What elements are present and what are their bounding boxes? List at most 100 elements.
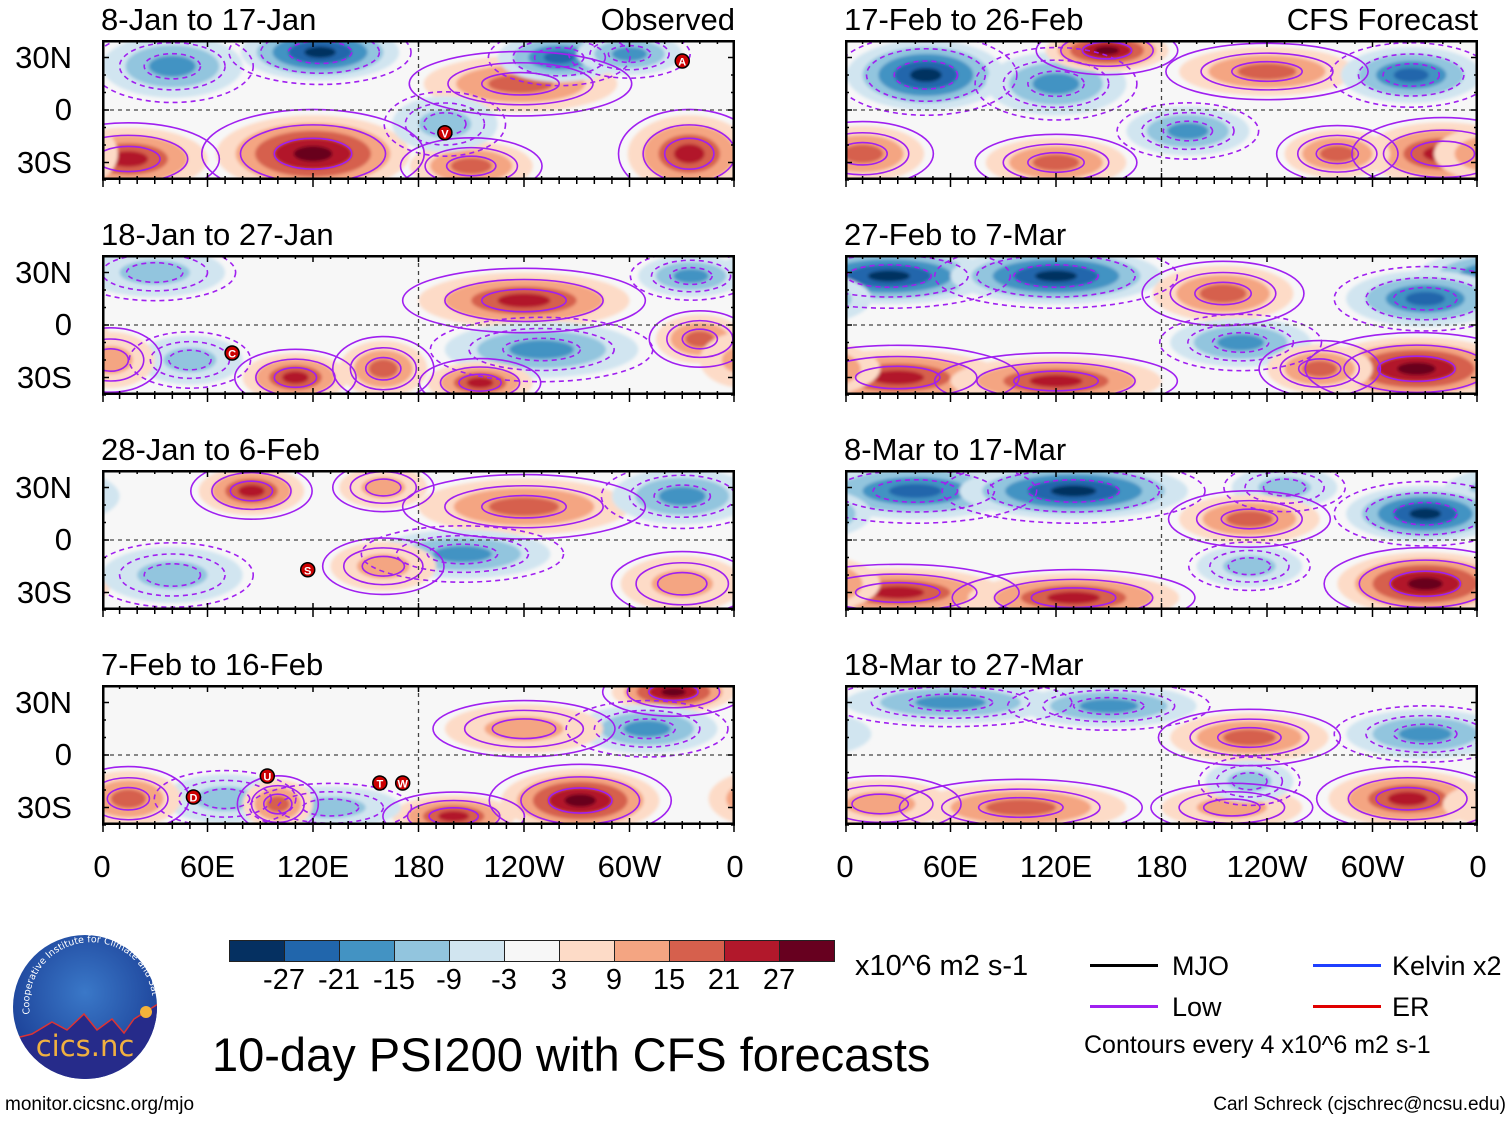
low-frequency-contour [1116,102,1260,160]
low-frequency-contour [331,335,435,395]
low-frequency-contour [568,40,691,79]
anomaly-contour-fill [1409,508,1442,520]
map-panel: C [102,255,735,403]
low-frequency-contour [865,47,987,103]
low-frequency-contour [656,571,708,596]
colorbar-tick-label: -3 [491,964,517,996]
panel-title: 18-Mar to 27-Mar [844,647,1084,682]
colorbar-tick-label: -27 [263,964,305,996]
anomaly-contour-fill [1319,145,1355,162]
longitude-label: 180 [392,849,445,884]
latitude-label: 30S [16,789,72,825]
colorbar-tick-label: 9 [605,964,623,996]
panel-title: 8-Jan to 17-Jan [101,2,317,37]
anomaly-contour-fill [673,269,709,283]
low-frequency-contour [432,699,616,758]
latitude-label: 30S [16,144,72,180]
anomaly-contour-fill [1397,362,1436,376]
low-frequency-contour [1209,549,1290,583]
low-frequency-contour [1227,557,1272,576]
anomaly-contour-fill [871,370,925,385]
low-frequency-contour [907,693,994,712]
low-frequency-contour [1323,546,1478,610]
anomaly-contour-fill [108,151,149,167]
map-panel [845,255,1478,403]
anomaly-contour-fill [673,144,705,164]
legend-label-low: Low [1172,992,1222,1022]
low-frequency-contour [418,357,542,395]
anomaly-contour-fill [1258,477,1311,498]
low-frequency-contour [1329,42,1478,108]
low-frequency-contour [987,470,1161,513]
low-frequency-contour [239,124,387,180]
anomaly-contour-fill [368,359,398,379]
low-frequency-contour [893,60,959,90]
latitude-label: 0 [54,737,72,772]
low-frequency-contour [845,255,969,298]
low-frequency-contour [845,40,1018,117]
legend-label-mjo: MJO [1172,951,1229,981]
storm-marker-icon: S [299,562,316,578]
anomaly-contour-fill [867,270,911,282]
low-frequency-contour [1035,40,1179,76]
low-frequency-contour [102,121,221,180]
storm-letter: U [263,772,271,784]
anomaly-contour-fill [1029,374,1083,388]
low-frequency-contour [102,40,254,104]
low-frequency-contour [406,799,501,825]
map-panel [845,470,1478,618]
low-frequency-contour [974,46,1138,121]
low-frequency-contour [401,267,647,334]
anomaly-contour-fill [985,799,1056,816]
low-frequency-contour [273,137,353,170]
anomaly-contour-fill [304,46,336,58]
low-frequency-contour [1162,120,1214,142]
panel-title: 8-Mar to 17-Mar [844,432,1067,467]
low-frequency-contour [1220,508,1279,530]
low-frequency-contour [1351,116,1478,180]
anomaly-contour-fill [845,492,872,535]
panel-title: 18-Jan to 27-Jan [101,217,334,252]
low-frequency-contour [1365,276,1478,321]
low-frequency-contour [118,41,226,91]
map-frame [102,40,735,180]
low-frequency-contour [1200,52,1334,91]
low-frequency-contour [102,348,130,372]
anomaly-contour-fill [102,127,118,180]
low-frequency-contour [1315,765,1478,825]
low-frequency-contour [1392,501,1458,526]
low-frequency-contour [1392,286,1458,311]
anomaly-contour-fill [1407,577,1443,591]
low-frequency-contour [845,470,1038,524]
longitude-label: 60W [1340,849,1405,884]
longitude-label: 0 [1469,849,1487,884]
storm-marker-icon: C [224,345,240,361]
longitude-label: 120W [483,849,565,884]
low-frequency-contour [102,327,163,393]
low-frequency-contour [618,718,677,740]
figure-title: 10-day PSI200 with CFS forecasts [212,1028,931,1081]
footer-website: monitor.cicsnc.org/mjo [5,1094,195,1115]
low-frequency-contour [600,470,735,530]
low-frequency-contour [382,791,526,825]
low-frequency-contour [681,328,719,350]
low-frequency-contour [491,718,557,740]
anomaly-contour-fill [658,486,706,506]
low-frequency-contour [1231,60,1303,83]
panel-title: 28-Jan to 6-Feb [101,432,320,467]
low-frequency-contour [974,133,1138,180]
low-frequency-contour [512,40,607,77]
low-frequency-contour [321,537,445,596]
colorbar-tick-label: -15 [373,964,415,996]
longitude-label: 0 [726,849,744,884]
longitude-label: 120E [276,849,350,884]
low-frequency-contour [1347,776,1468,821]
low-frequency-contour [262,793,293,815]
storm-marker-icon: T [372,775,388,791]
longitude-label: 120W [1226,849,1308,884]
low-frequency-contour [383,90,507,158]
low-frequency-contour [845,255,1012,309]
low-frequency-contour [669,266,713,286]
low-frequency-contour [845,131,910,176]
low-frequency-contour [933,255,1179,309]
